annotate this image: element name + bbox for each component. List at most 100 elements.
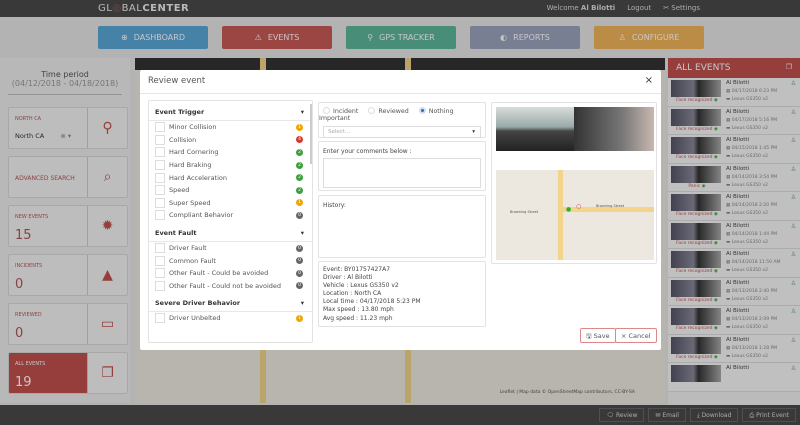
event-list-item[interactable]: Al Bilotti ♙	[668, 363, 800, 392]
checkbox[interactable]	[155, 243, 165, 254]
caret-down-icon[interactable]: ▾	[300, 108, 304, 116]
status-radio-reviewed[interactable]: Reviewed	[364, 107, 409, 115]
checkbox[interactable]	[155, 268, 165, 279]
driver-icon[interactable]: ♙	[790, 222, 796, 230]
reviewed-card[interactable]: REVIEWED 0 ▭	[8, 303, 128, 345]
settings-link[interactable]: ✂ Settings	[663, 4, 700, 12]
event-thumbnail[interactable]	[671, 80, 721, 97]
event-map[interactable]: Browning Street Browning Street ● ○	[496, 170, 654, 260]
nav-events[interactable]: ⚠ EVENTS	[222, 26, 332, 49]
category-select[interactable]: Select... ▾	[323, 125, 481, 138]
end-marker-icon[interactable]: ○	[576, 203, 582, 210]
new-events-card[interactable]: NEW EVENTS 15 ✹	[8, 205, 128, 247]
save-button[interactable]: 🖫 Save	[580, 328, 616, 343]
start-marker-icon[interactable]: ●	[566, 206, 572, 213]
driver-icon[interactable]: ♙	[790, 365, 796, 372]
driver-icon[interactable]: ♙	[790, 137, 796, 144]
checkbox[interactable]	[155, 313, 165, 324]
road-camera-image[interactable]	[496, 107, 574, 151]
driver-icon[interactable]: ♙	[790, 108, 796, 116]
logout-link[interactable]: Logout	[627, 4, 652, 12]
category-item[interactable]: Super Speed 1	[149, 197, 312, 210]
nav-reports[interactable]: ◐ REPORTS	[470, 26, 580, 49]
event-thumbnail[interactable]	[671, 279, 721, 297]
checkbox[interactable]	[155, 122, 165, 133]
nav-dashboard[interactable]: ⊕ DASHBOARD	[98, 26, 208, 49]
category-item[interactable]: Other Fault - Could be avoided 0	[149, 267, 312, 280]
caret-down-icon[interactable]: ▾	[300, 299, 304, 308]
checkbox[interactable]	[155, 172, 165, 183]
event-list-item[interactable]: Face recognized ◉ Al Bilotti ▦ 04/14/201…	[668, 249, 800, 278]
category-item[interactable]: Collision 4	[149, 134, 312, 147]
event-list-item[interactable]: Face recognized ◉ Al Bilotti ▦ 04/14/201…	[668, 192, 800, 221]
advanced-search-button[interactable]: ADVANCED SEARCH ⌕	[8, 156, 128, 198]
event-list-item[interactable]: Face recognized ◉ Al Bilotti ▦ 04/17/201…	[668, 106, 800, 135]
category-item[interactable]: Other Fault - Could not be avoided 0	[149, 280, 312, 293]
map-attribution[interactable]: Leaflet | Map data © OpenStreetMap contr…	[499, 390, 635, 395]
event-list-item[interactable]: Face recognized ◉ Al Bilotti ▦ 04/13/201…	[668, 306, 800, 335]
event-thumbnail[interactable]	[671, 308, 721, 325]
cabin-camera-image[interactable]	[574, 107, 654, 151]
nav-configure[interactable]: ♙ CONFIGURE	[594, 26, 704, 49]
scrollbar[interactable]	[310, 104, 312, 164]
region-filter[interactable]: NORTH CA North CA ⊗ ▾ ⚲	[8, 107, 128, 149]
incidents-card[interactable]: INCIDENTS 0 ▲	[8, 254, 128, 296]
category-item[interactable]: Driver Fault 0	[149, 242, 312, 255]
event-list-item[interactable]: Face recognized ◉ Al Bilotti ▦ 04/14/201…	[668, 220, 800, 249]
event-thumbnail[interactable]	[671, 108, 721, 126]
checkbox[interactable]	[155, 134, 165, 145]
category-item[interactable]: Compliant Behavior 0	[149, 209, 312, 222]
event-thumbnail[interactable]	[671, 336, 721, 354]
email-button[interactable]: ✉ Email	[648, 408, 686, 422]
cancel-button[interactable]: × Cancel	[615, 328, 657, 343]
event-list-item[interactable]: Face recognized ◉ Al Bilotti ▦ 04/17/201…	[668, 78, 800, 107]
group-header[interactable]: Severe Driver Behavior ▾	[149, 292, 312, 313]
nav-gps-tracker[interactable]: ⚲ GPS TRACKER	[346, 26, 456, 49]
status-radio-nothing-important[interactable]: Nothing Important	[319, 107, 454, 122]
driver-icon[interactable]: ♙	[790, 80, 796, 87]
category-item[interactable]: Common Fault 0	[149, 254, 312, 267]
event-category-list[interactable]: Event Trigger ▾ Minor Collision 1 Collision 4…	[148, 100, 313, 343]
event-list-item[interactable]: Panic ◉ Al Bilotti ▦ 04/14/2018 3:54 PM …	[668, 163, 800, 192]
close-icon[interactable]: ×	[644, 75, 653, 86]
checkbox[interactable]	[155, 280, 165, 291]
checkbox[interactable]	[155, 210, 165, 221]
category-item[interactable]: Hard Acceleration 2	[149, 171, 312, 184]
event-thumbnail[interactable]	[671, 194, 721, 211]
category-item[interactable]: Driver Unbelted 1	[149, 312, 312, 325]
time-period-range[interactable]: (04/12/2018 - 04/18/2018)	[8, 79, 122, 95]
all-events-card[interactable]: ALL EVENTS 19 ❐	[8, 352, 128, 394]
category-item[interactable]: Speed 2	[149, 184, 312, 197]
event-thumbnail[interactable]	[671, 165, 721, 183]
checkbox[interactable]	[155, 255, 165, 266]
checkbox[interactable]	[155, 197, 165, 208]
driver-icon[interactable]: ♙	[790, 308, 796, 315]
event-thumbnail[interactable]	[671, 251, 721, 268]
event-thumbnail[interactable]	[671, 137, 721, 154]
category-item[interactable]: Minor Collision 1	[149, 121, 312, 134]
print-event-button[interactable]: ⎙ Print Event	[742, 408, 796, 422]
download-button[interactable]: ⤓ Download	[689, 408, 739, 422]
event-list-item[interactable]: Face recognized ◉ Al Bilotti ▦ 04/13/201…	[668, 277, 800, 306]
driver-icon[interactable]: ♙	[790, 279, 796, 287]
driver-icon[interactable]: ♙	[790, 194, 796, 201]
event-list-item[interactable]: Face recognized ◉ Al Bilotti ▦ 04/15/201…	[668, 135, 800, 164]
checkbox[interactable]	[155, 160, 165, 171]
group-header[interactable]: Event Fault ▾	[149, 222, 312, 242]
comments-textarea[interactable]	[323, 158, 481, 188]
group-header[interactable]: Event Trigger ▾	[149, 101, 312, 121]
status-radio-incident[interactable]: Incident	[319, 107, 358, 115]
category-item[interactable]: Hard Braking 2	[149, 159, 312, 172]
driver-icon[interactable]: ♙	[790, 165, 796, 173]
checkbox[interactable]	[155, 147, 165, 158]
checkbox[interactable]	[155, 185, 165, 196]
event-thumbnail[interactable]	[671, 365, 721, 382]
category-item[interactable]: Hard Cornering 2	[149, 146, 312, 159]
caret-down-icon[interactable]: ▾	[300, 228, 304, 237]
event-list-item[interactable]: Face recognized ◉ Al Bilotti ▦ 04/13/201…	[668, 334, 800, 363]
driver-icon[interactable]: ♙	[790, 251, 796, 258]
region-select[interactable]: North CA ⊗ ▾	[15, 132, 72, 140]
driver-icon[interactable]: ♙	[790, 336, 796, 344]
event-thumbnail[interactable]	[671, 222, 721, 240]
review-button[interactable]: 🗨 Review	[599, 408, 645, 422]
